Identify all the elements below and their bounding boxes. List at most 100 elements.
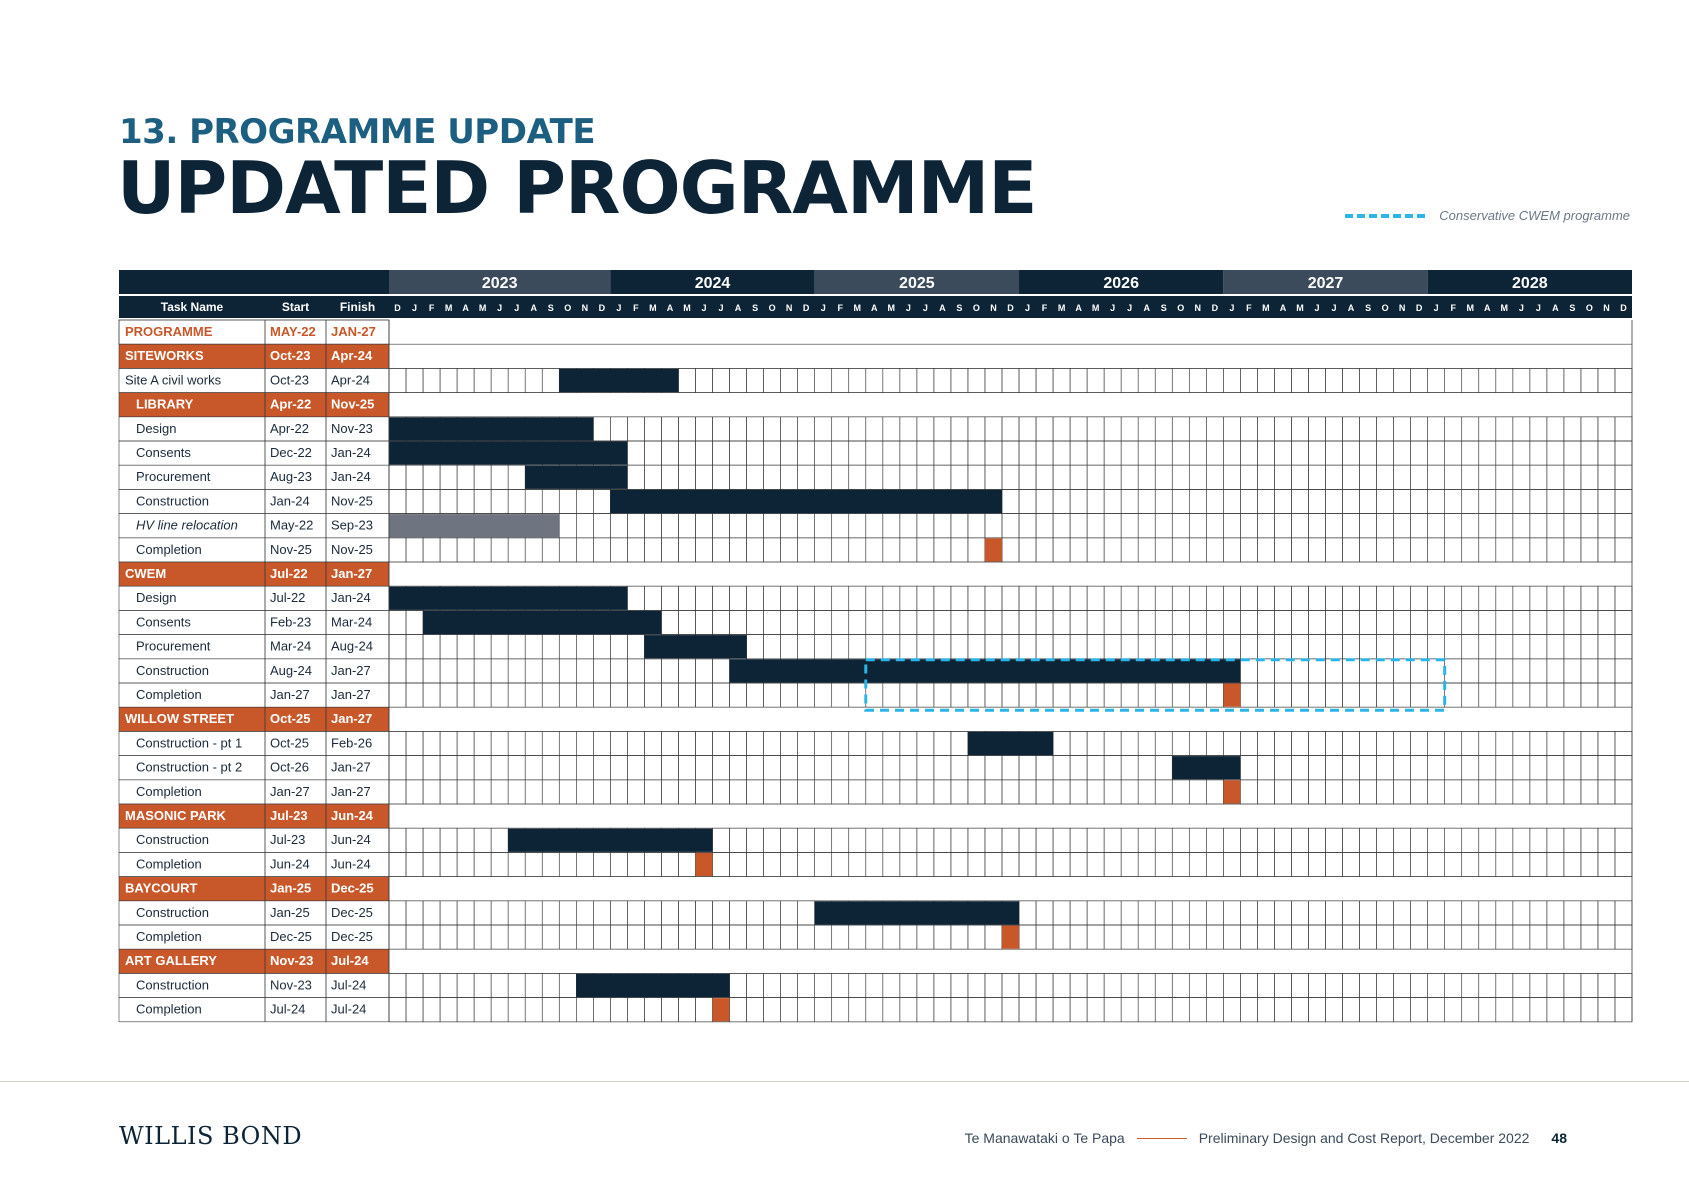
- grid-cell: [1359, 416, 1377, 442]
- grid-cell: [610, 924, 628, 950]
- grid-cell: [1137, 440, 1156, 466]
- grid-cell: [1206, 513, 1224, 539]
- grid-cell: [763, 634, 781, 660]
- grid-cell: [1325, 973, 1343, 998]
- grid-cell: [1018, 973, 1037, 998]
- grid-cell: [1240, 489, 1258, 514]
- grid-cell: [1274, 682, 1292, 708]
- grid-cell: [1103, 440, 1122, 466]
- grid-cell: [1069, 924, 1088, 950]
- grid-cell: [1223, 900, 1241, 926]
- grid-cell: [984, 973, 1003, 998]
- grid-cell: [1444, 779, 1463, 805]
- month-label: J: [1229, 303, 1234, 313]
- grid-cell: [1257, 464, 1275, 490]
- grid-cell: [712, 779, 730, 805]
- grid-cell: [1206, 731, 1224, 756]
- grid-cell: [1478, 513, 1497, 539]
- grid-cell: [729, 537, 747, 563]
- grid-cell: [1393, 464, 1411, 490]
- grid-cell: [1546, 852, 1565, 877]
- grid-cell: [1393, 368, 1411, 393]
- grid-cell: [1444, 464, 1463, 490]
- grid-cell: [1512, 973, 1531, 998]
- grid-cell: [610, 852, 628, 877]
- grid-cell: [1614, 731, 1633, 756]
- grid-cell: [1461, 755, 1480, 781]
- grid-cell: [627, 416, 645, 442]
- grid-cell: [627, 924, 645, 950]
- grid-cell: [1274, 537, 1292, 563]
- grid-cell: [729, 852, 747, 877]
- grid-cell: [1580, 682, 1599, 708]
- grid-cell: [967, 368, 986, 393]
- grid-cell: [456, 779, 475, 805]
- grid-cell: [661, 513, 679, 539]
- grid-cell: [780, 997, 798, 1023]
- grid-cell: [1257, 440, 1275, 466]
- grid-cell: [797, 585, 815, 611]
- grid-cell: [644, 464, 662, 490]
- task-start: Jul-23: [270, 832, 305, 847]
- grid-cell: [1461, 682, 1480, 708]
- grid-cell: [1257, 416, 1275, 442]
- grid-cell: [1120, 997, 1139, 1023]
- grid-cell: [780, 973, 798, 998]
- grid-cell: [1512, 658, 1531, 684]
- grid-cell: [678, 416, 696, 442]
- grid-cell: [1120, 852, 1139, 877]
- grid-cell: [1001, 489, 1020, 514]
- grid-cell: [882, 852, 901, 877]
- grid-cell: [1410, 634, 1428, 660]
- grid-cell: [831, 973, 850, 998]
- grid-cell: [1240, 610, 1258, 635]
- grid-cell: [1291, 997, 1309, 1023]
- grid-cell: [1495, 997, 1514, 1023]
- year-label: 2024: [695, 275, 731, 292]
- grid-cell: [661, 731, 679, 756]
- grid-cell: [610, 731, 628, 756]
- grid-cell: [814, 610, 833, 635]
- grid-cell: [1308, 464, 1326, 490]
- task-finish: Jul-24: [331, 953, 369, 968]
- grid-cell: [1257, 900, 1275, 926]
- grid-cell: [1291, 464, 1309, 490]
- task-name: Completion: [136, 929, 202, 944]
- grid-cell: [1188, 997, 1207, 1023]
- grid-cell: [712, 924, 730, 950]
- grid-cell: [1597, 489, 1616, 514]
- grid-cell: [1206, 900, 1224, 926]
- grid-cell: [558, 900, 577, 926]
- milestone-marker: [1001, 925, 1020, 949]
- grid-cell: [1188, 973, 1207, 998]
- grid-cell: [848, 537, 867, 563]
- task-start: Jul-22: [270, 590, 305, 605]
- task-finish: Jul-24: [331, 977, 366, 992]
- grid-cell: [763, 513, 781, 539]
- grid-cell: [984, 924, 1003, 950]
- grid-cell: [797, 634, 815, 660]
- grid-cell: [1308, 755, 1326, 781]
- task-bar: [389, 514, 560, 538]
- grid-cell: [1103, 755, 1122, 781]
- grid-cell: [1240, 997, 1258, 1023]
- grid-cell: [558, 755, 577, 781]
- grid-cell: [1427, 658, 1445, 684]
- grid-cell: [473, 924, 492, 950]
- task-bar: [559, 368, 679, 393]
- grid-cell: [644, 731, 662, 756]
- grid-cell: [695, 440, 713, 466]
- grid-cell: [1206, 368, 1224, 393]
- grid-cell: [524, 489, 543, 514]
- month-label: F: [837, 303, 843, 313]
- grid-cell: [1103, 368, 1122, 393]
- task-finish: Mar-24: [331, 614, 372, 629]
- grid-cell: [1035, 585, 1054, 611]
- grid-cell: [1154, 464, 1173, 490]
- grid-cell: [1052, 852, 1071, 877]
- grid-cell: [541, 900, 560, 926]
- grid-cell: [388, 731, 407, 756]
- grid-cell: [439, 779, 458, 805]
- grid-cell: [797, 537, 815, 563]
- grid-cell: [916, 537, 935, 563]
